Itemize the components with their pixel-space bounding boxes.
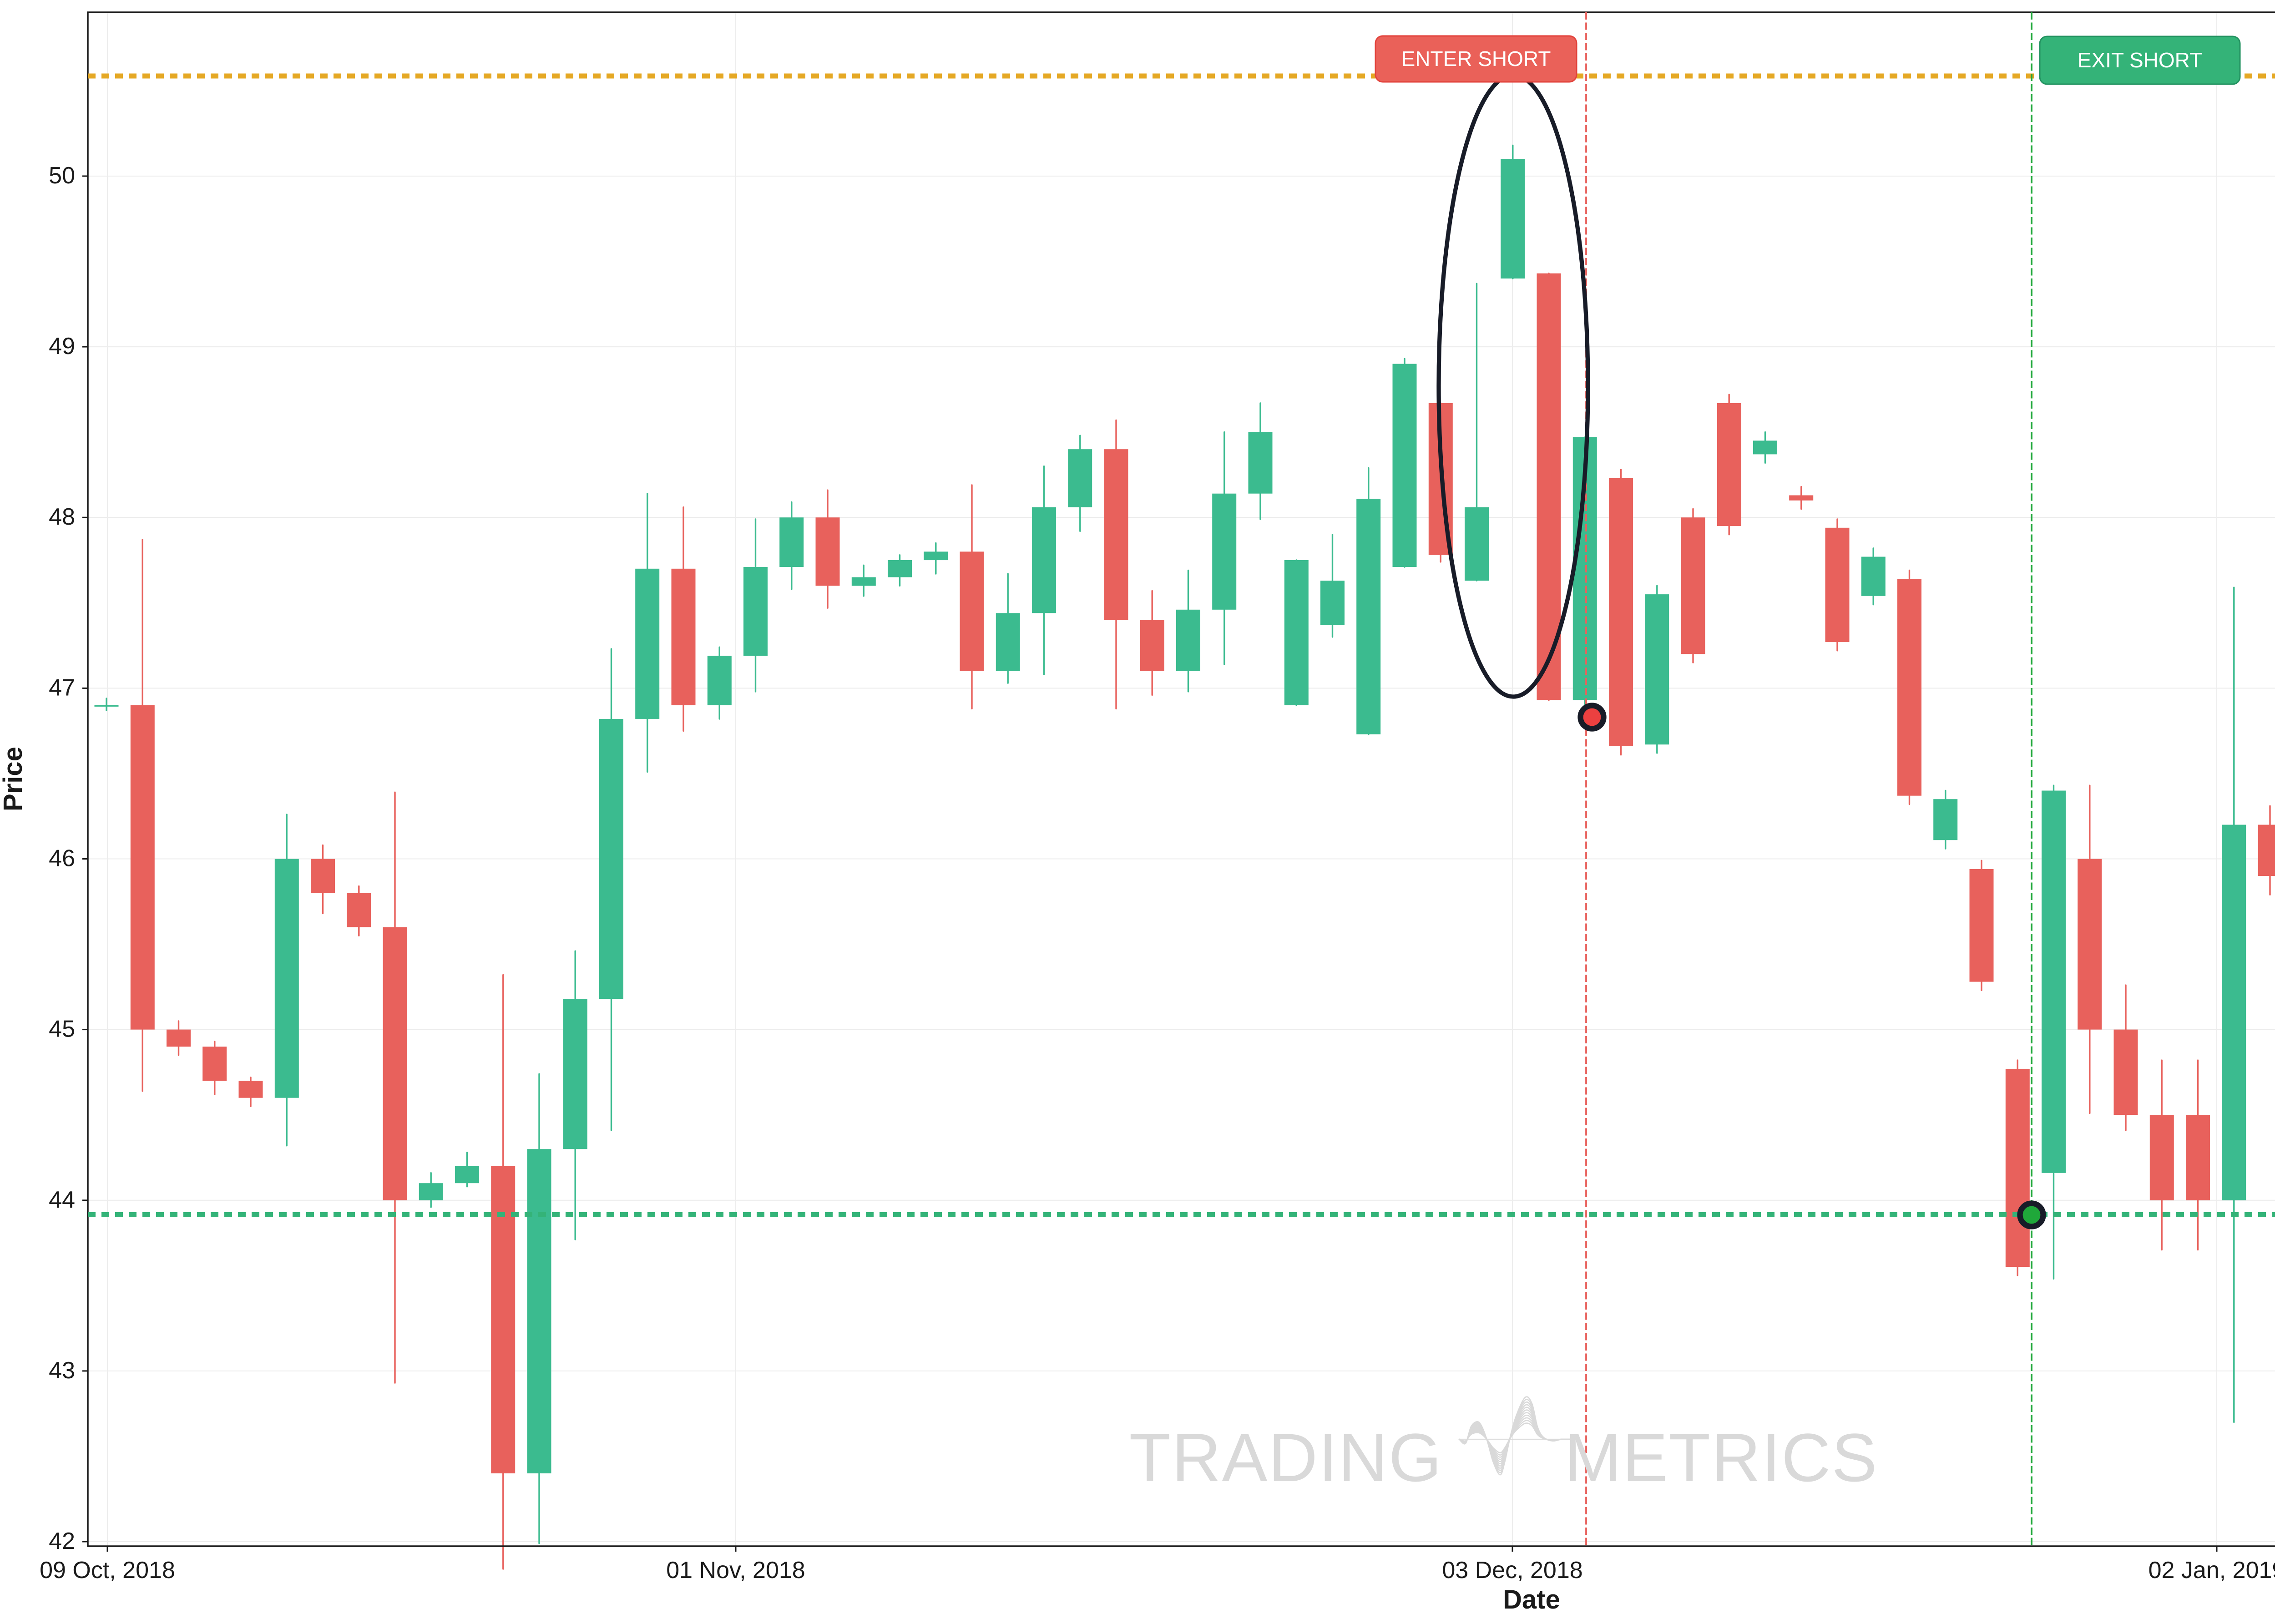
svg-text:50: 50 [49, 162, 75, 189]
svg-text:METRICS: METRICS [1565, 1419, 1878, 1496]
svg-text:48: 48 [49, 504, 75, 530]
svg-text:45: 45 [49, 1016, 75, 1042]
svg-text:02 Jan, 2019: 02 Jan, 2019 [2149, 1557, 2275, 1584]
svg-text:Price: Price [0, 747, 28, 811]
svg-text:ENTER SHORT: ENTER SHORT [1401, 47, 1551, 71]
svg-text:09 Oct, 2018: 09 Oct, 2018 [40, 1557, 175, 1584]
svg-text:03 Dec, 2018: 03 Dec, 2018 [1442, 1557, 1582, 1584]
svg-text:Date: Date [1503, 1585, 1560, 1614]
svg-text:43: 43 [49, 1357, 75, 1384]
svg-text:01 Nov, 2018: 01 Nov, 2018 [666, 1557, 805, 1584]
svg-text:49: 49 [49, 333, 75, 359]
svg-text:42: 42 [49, 1528, 75, 1554]
svg-text:44: 44 [49, 1187, 75, 1213]
svg-text:46: 46 [49, 845, 75, 872]
svg-text:47: 47 [49, 674, 75, 701]
svg-text:TRADING: TRADING [1129, 1419, 1443, 1496]
svg-text:EXIT SHORT: EXIT SHORT [2078, 48, 2202, 72]
